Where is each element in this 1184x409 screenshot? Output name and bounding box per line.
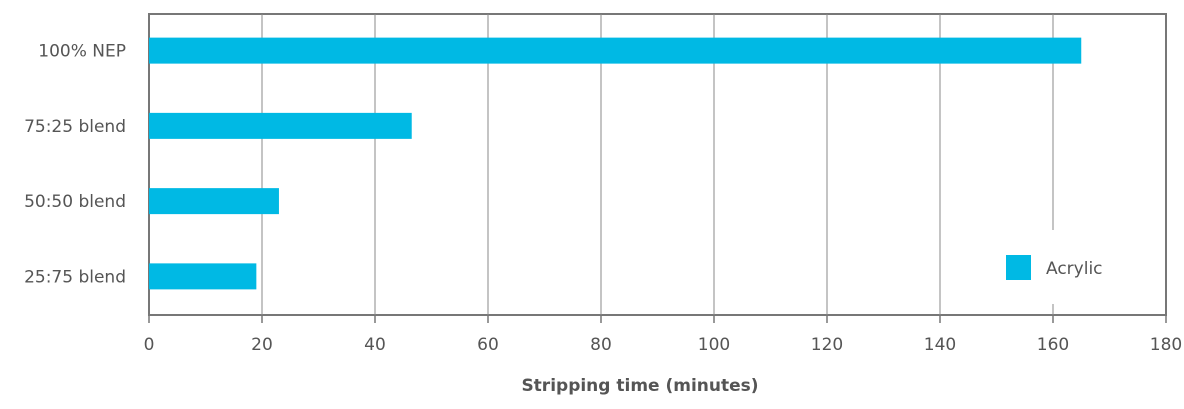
x-tick-label-20: 20 (251, 335, 273, 355)
plot-frame (148, 13, 1167, 316)
bars (149, 37, 1082, 290)
bar-50-50-blend (149, 188, 279, 215)
x-tick-label-100: 100 (698, 335, 730, 355)
legend-label-acrylic: Acrylic (1046, 259, 1103, 279)
x-axis-ticks: 0 20 40 60 80 100 120 140 160 180 (144, 315, 1182, 355)
x-tick-label-60: 60 (477, 335, 499, 355)
x-tick-label-40: 40 (364, 335, 386, 355)
x-axis-title: Stripping time (minutes) (521, 376, 758, 396)
x-tick-label-80: 80 (590, 335, 612, 355)
bar-75-25-blend (149, 112, 412, 139)
y-axis-categories: 100% NEP 75:25 blend 50:50 blend 25:75 blen… (24, 42, 126, 288)
legend-swatch-acrylic (1006, 255, 1031, 280)
y-category-label: 75:25 blend (24, 117, 126, 137)
x-tick-label-120: 120 (811, 335, 843, 355)
y-category-label: 50:50 blend (24, 192, 126, 212)
x-tick-label-140: 140 (924, 335, 956, 355)
x-tick-label-0: 0 (144, 335, 155, 355)
x-tick-label-180: 180 (1150, 335, 1182, 355)
gridlines (261, 14, 1054, 315)
y-category-label: 25:75 blend (24, 267, 126, 287)
y-category-label: 100% NEP (38, 42, 126, 62)
bar-25-75-blend (149, 263, 257, 290)
legend: Acrylic (992, 230, 1162, 304)
bar-100-nep (149, 37, 1082, 64)
x-tick-label-160: 160 (1037, 335, 1069, 355)
